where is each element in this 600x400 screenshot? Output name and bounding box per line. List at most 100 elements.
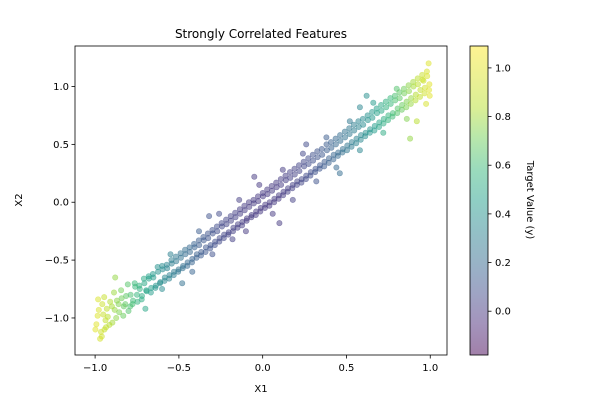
data-point xyxy=(286,169,293,176)
data-point xyxy=(159,285,166,292)
data-point xyxy=(421,90,428,97)
data-point xyxy=(204,230,211,237)
data-point xyxy=(275,195,282,202)
data-point xyxy=(95,306,102,313)
data-point xyxy=(259,190,266,197)
data-point xyxy=(111,289,118,296)
data-point xyxy=(380,129,387,136)
x-tick-label: 0.0 xyxy=(255,363,271,374)
data-point xyxy=(336,170,343,177)
data-point xyxy=(278,181,285,188)
data-point xyxy=(95,296,102,303)
data-point xyxy=(378,107,385,114)
data-point xyxy=(168,257,175,264)
data-point xyxy=(245,199,252,206)
data-point xyxy=(273,179,280,186)
data-point xyxy=(401,90,408,97)
data-point xyxy=(341,128,348,135)
data-point xyxy=(318,146,325,153)
data-point xyxy=(154,263,161,270)
data-point xyxy=(360,121,367,128)
data-point xyxy=(112,274,119,281)
data-point xyxy=(167,251,174,258)
data-point xyxy=(94,312,101,319)
colorbar-tick-label: 0.8 xyxy=(495,112,511,123)
data-point xyxy=(396,89,403,96)
data-point xyxy=(277,176,284,183)
data-point xyxy=(271,199,278,206)
y-tick-label: −1.0 xyxy=(45,313,69,324)
data-point xyxy=(382,98,389,105)
data-point xyxy=(407,100,414,107)
data-point xyxy=(424,73,431,80)
data-point xyxy=(356,147,363,154)
data-point xyxy=(209,251,216,258)
data-point xyxy=(303,141,310,148)
data-point xyxy=(369,109,376,116)
x-tick-label: −0.5 xyxy=(167,363,191,374)
data-point xyxy=(92,326,99,333)
data-point xyxy=(142,305,149,312)
data-point xyxy=(291,165,298,172)
data-point xyxy=(323,134,330,141)
x-axis-label: X1 xyxy=(254,384,267,395)
data-point xyxy=(172,253,179,260)
data-point xyxy=(426,81,433,88)
data-point xyxy=(425,60,432,67)
data-point xyxy=(236,196,243,203)
x-tick-label: 0.5 xyxy=(339,363,355,374)
data-point xyxy=(323,147,330,154)
data-point xyxy=(426,87,433,94)
data-point xyxy=(420,77,427,84)
data-point xyxy=(99,301,106,308)
data-point xyxy=(337,137,344,144)
data-point xyxy=(328,144,335,151)
data-point xyxy=(295,162,302,169)
colorbar-tick-label: 1.0 xyxy=(495,63,511,74)
data-point xyxy=(363,92,370,99)
colorbar xyxy=(470,46,488,355)
y-tick-label: −0.5 xyxy=(45,256,69,267)
data-point xyxy=(403,104,410,111)
data-point xyxy=(319,151,326,158)
data-point xyxy=(413,118,420,125)
data-point xyxy=(387,100,394,107)
x-tick-label: −1.0 xyxy=(83,363,107,374)
data-point xyxy=(414,81,421,88)
data-point xyxy=(145,273,152,280)
data-point xyxy=(269,210,276,217)
data-point xyxy=(177,250,184,257)
data-point xyxy=(327,139,334,146)
data-point xyxy=(120,312,127,319)
data-point xyxy=(236,206,243,213)
data-point xyxy=(131,280,138,287)
data-point xyxy=(299,150,306,157)
data-point xyxy=(216,210,223,217)
data-point xyxy=(369,114,376,121)
data-point xyxy=(218,220,225,227)
colorbar-tick-label: 0.2 xyxy=(495,258,511,269)
data-point xyxy=(266,202,273,209)
data-point xyxy=(287,174,294,181)
colorbar-tick-label: 0.6 xyxy=(495,161,511,172)
data-point xyxy=(120,303,127,310)
x-axis-ticks: −1.0 −0.5 0.0 0.5 1.0 xyxy=(83,355,438,374)
data-point xyxy=(134,291,141,298)
y-tick-label: 0.5 xyxy=(53,140,69,151)
data-point xyxy=(223,216,230,223)
colorbar-tick-label: 0.0 xyxy=(495,307,511,318)
data-point xyxy=(251,173,258,180)
data-point xyxy=(351,127,358,134)
scatter-points xyxy=(92,60,433,342)
data-point xyxy=(179,280,186,287)
y-axis-ticks: −1.0 −0.5 0.0 0.5 1.0 xyxy=(45,82,75,324)
colorbar-frame xyxy=(469,45,489,356)
data-point xyxy=(342,134,349,141)
data-point xyxy=(256,181,263,188)
colorbar-label: Target Value (y) xyxy=(524,160,535,240)
data-point xyxy=(407,135,414,142)
data-point xyxy=(333,164,340,171)
data-point xyxy=(346,125,353,132)
data-point xyxy=(241,202,248,209)
data-point xyxy=(291,171,298,178)
